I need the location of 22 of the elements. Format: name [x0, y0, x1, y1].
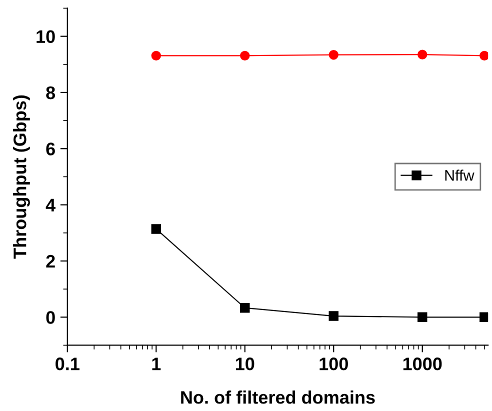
legend-label: Nffw	[445, 170, 474, 181]
point	[418, 50, 428, 60]
x-tick-label: 1	[152, 358, 161, 370]
y-tick-label: 2	[46, 254, 55, 268]
y-tick-label: 4	[46, 198, 56, 212]
point	[328, 311, 338, 321]
point	[151, 224, 162, 234]
y-axis-title: Throughput (Gbps)	[13, 95, 30, 259]
point	[240, 50, 250, 61]
point	[328, 50, 338, 60]
x-tick-label: 0.1	[56, 358, 80, 370]
y-tick-label: 8	[46, 86, 56, 100]
x-tick-label: 100	[320, 358, 348, 370]
x-tick-label: 10	[236, 358, 254, 370]
point	[240, 303, 250, 313]
x-tick-label: 1000	[403, 358, 442, 370]
y-tick-label: 10	[36, 30, 55, 44]
y-tick-label: 6	[46, 142, 55, 156]
x-axis-title: No. of filtered domains	[181, 390, 375, 404]
y-tick-label: 0	[46, 311, 55, 324]
point	[151, 50, 162, 61]
point	[418, 312, 428, 322]
